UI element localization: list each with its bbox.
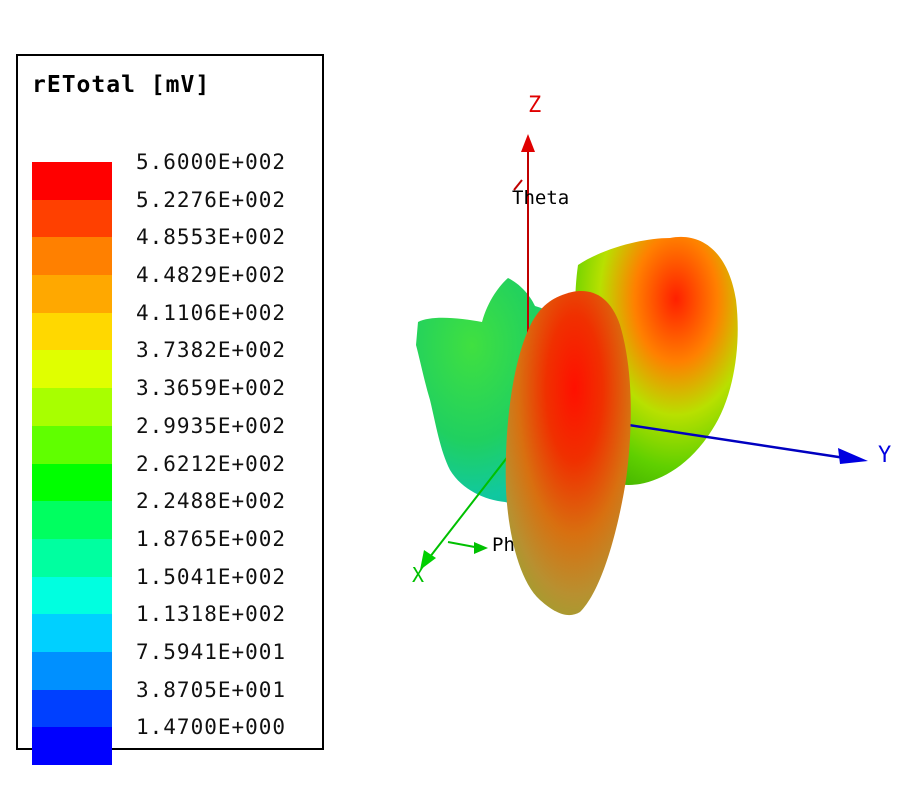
y-axis-arrowhead <box>838 448 868 464</box>
legend-swatch <box>32 388 112 426</box>
radiation-pattern-3d-view[interactable]: Z Theta Y X Phi <box>340 60 900 700</box>
legend-swatch <box>32 538 112 577</box>
legend-swatch <box>32 237 112 276</box>
legend-level-label: 5.2276E+002 <box>136 187 287 212</box>
theta-arc-marker <box>513 179 523 191</box>
z-axis-arrowhead <box>521 134 535 152</box>
legend-level-label: 4.4829E+002 <box>136 263 287 288</box>
phi-arc-arrowhead <box>474 542 488 554</box>
legend-level-label: 3.3659E+002 <box>136 376 287 401</box>
legend-level-label: 4.8553E+002 <box>136 225 287 250</box>
legend-level-label: 1.4700E+000 <box>136 715 287 740</box>
legend-level-label: 3.8705E+001 <box>136 677 287 702</box>
theta-label: Theta <box>512 187 569 209</box>
legend-swatch <box>32 199 112 238</box>
legend-level-label: 1.1318E+002 <box>136 602 287 627</box>
legend-level-label: 3.7382E+002 <box>136 338 287 363</box>
legend-swatch <box>32 727 112 765</box>
x-axis-label: X <box>412 563 424 587</box>
color-legend: rETotal [mV] 5.6000E+002 5.2276E+002 4.855… <box>16 54 324 765</box>
x-axis-arrowhead <box>420 550 436 570</box>
legend-swatch <box>32 350 112 389</box>
legend-level-label: 7.5941E+001 <box>136 639 287 664</box>
legend-swatch <box>32 275 112 313</box>
y-axis-label: Y <box>878 443 891 468</box>
legend-swatch <box>32 651 112 690</box>
legend-swatch <box>32 312 112 351</box>
legend-level-label: 2.2488E+002 <box>136 489 287 514</box>
legend-swatch-column <box>32 162 112 765</box>
legend-swatch <box>32 689 112 728</box>
legend-label-column: 5.6000E+002 5.2276E+002 4.8553E+002 4.4829E… <box>136 150 286 753</box>
legend-swatch <box>32 501 112 539</box>
legend-level-label: 1.8765E+002 <box>136 526 287 551</box>
legend-swatch <box>32 576 112 615</box>
lobe-front <box>505 291 631 616</box>
legend-level-label: 2.9935E+002 <box>136 413 287 438</box>
legend-swatch <box>32 162 112 200</box>
z-axis-label: Z <box>528 93 541 118</box>
legend-title: rETotal [mV] <box>32 72 211 98</box>
legend-level-label: 5.6000E+002 <box>136 150 287 174</box>
legend-swatch <box>32 614 112 652</box>
legend-level-label: 4.1106E+002 <box>136 300 287 325</box>
legend-level-label: 2.6212E+002 <box>136 451 287 476</box>
legend-level-label: 1.5041E+002 <box>136 564 287 589</box>
legend-swatch <box>32 463 112 502</box>
legend-swatch <box>32 425 112 464</box>
